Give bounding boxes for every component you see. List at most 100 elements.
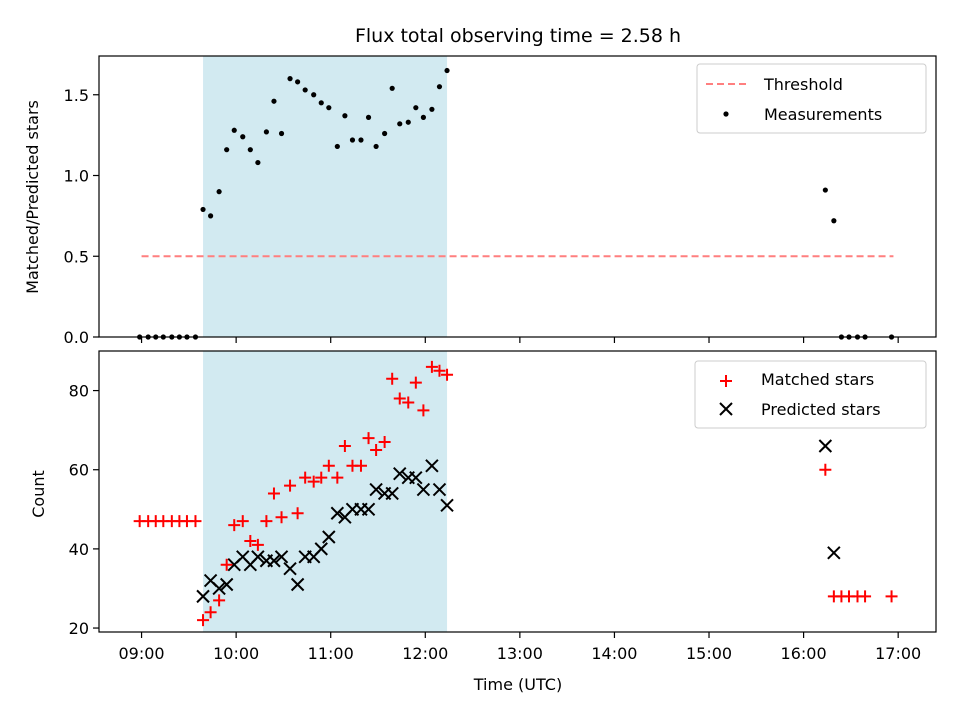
matched-stars-point [378, 436, 391, 449]
matched-stars-point [189, 515, 202, 528]
legend-measurements-marker [723, 111, 729, 117]
measurement-point [295, 79, 301, 85]
measurement-point [231, 127, 237, 133]
legend-threshold-label: Threshold [763, 75, 843, 94]
matched-stars-point [204, 606, 217, 619]
matched-stars-point [299, 471, 312, 484]
counts-y-axis-label: Count [29, 470, 48, 518]
legend-matched-label: Matched stars [761, 370, 874, 389]
predicted-stars-point [369, 482, 383, 497]
x-tick-label: 11:00 [308, 644, 354, 663]
predicted-stars-point [283, 561, 297, 576]
predicted-stars-point [251, 550, 265, 564]
measurement-point [334, 143, 340, 150]
measurement-point [208, 213, 214, 219]
counts-y-tick-label: 20 [69, 619, 89, 638]
matched-stars-point [441, 368, 454, 381]
legend-predicted-marker [719, 402, 733, 416]
ratio-panel: 0.0 0.5 1.0 1.5 Matched/Predicted stars Thr… [23, 55, 937, 347]
matched-stars-point [251, 538, 264, 551]
x-tick-label: 17:00 [875, 644, 921, 663]
measurement-point [255, 159, 261, 166]
measurement-point [358, 137, 364, 143]
predicted-stars-point [290, 577, 305, 592]
ratio-y-tick-label: 0.0 [64, 328, 89, 347]
matched-stars-point [386, 372, 399, 385]
predicted-stars-point [393, 466, 407, 481]
predicted-stars-point [818, 439, 833, 453]
x-tick-label: 12:00 [402, 644, 448, 663]
predicted-stars-point [409, 470, 423, 485]
predicted-stars-point [274, 550, 289, 564]
counts-legend-box [694, 360, 927, 429]
chart-title: Flux total observing time = 2.58 h [355, 25, 681, 47]
predicted-stars-point [212, 581, 226, 596]
ratio-y-tick-label: 1.5 [64, 86, 89, 105]
x-axis-label: Time (UTC) [473, 675, 562, 694]
counts-y-tick-label: 40 [69, 540, 89, 559]
counts-panel-frame [98, 350, 937, 633]
matched-stars-point [284, 479, 297, 492]
measurement-point [271, 98, 277, 104]
measurement-point [831, 218, 837, 224]
x-tick-label: 15:00 [686, 644, 732, 663]
matched-stars-point [275, 511, 288, 524]
measurement-point [389, 85, 395, 91]
predicted-stars-point [432, 482, 447, 497]
legend-predicted-label: Predicted stars [761, 400, 881, 419]
measurement-point [311, 92, 317, 98]
measurement-point [349, 137, 356, 143]
x-tick-label: 10:00 [213, 644, 259, 663]
measurement-point [420, 114, 426, 120]
matched-stars-point [370, 443, 383, 456]
ratio-legend: Threshold Measurements [696, 63, 927, 134]
ratio-observing-window [203, 56, 448, 337]
matched-stars-point [859, 590, 872, 603]
matched-stars-point [885, 590, 898, 603]
matched-stars-point [291, 507, 304, 520]
matched-stars-point [267, 487, 280, 500]
measurement-point [240, 134, 246, 140]
matched-stars-point [197, 614, 210, 627]
predicted-stars-point [425, 459, 439, 473]
counts-panel: 20 40 60 80 09:00 10:00 11:00 12:00 13:00 14:00 15… [29, 350, 937, 663]
counts-legend: Matched stars Predicted stars [694, 360, 927, 429]
measurement-point [382, 130, 388, 137]
measurement-point [405, 119, 411, 125]
predicted-stars-point [385, 486, 399, 501]
counts-y-tick-label: 60 [69, 461, 89, 480]
predicted-stars-point [219, 577, 234, 592]
predicted-stars-point [416, 482, 431, 497]
predicted-stars-point [322, 530, 336, 544]
matched-stars-point [338, 439, 351, 452]
matched-stars-point [244, 534, 257, 547]
measurement-point [365, 114, 372, 120]
x-tick-label: 16:00 [781, 644, 827, 663]
x-tick-label: 13:00 [497, 644, 543, 663]
measurement-point [397, 121, 403, 127]
measurement-point [822, 187, 828, 193]
measurement-point [373, 143, 379, 150]
predicted-stars-point [330, 506, 345, 520]
predicted-stars-point [267, 554, 281, 568]
measurement-point [326, 105, 332, 111]
measurement-point [413, 105, 419, 111]
measurement-point [287, 76, 293, 82]
matched-stars-point [228, 519, 241, 532]
matched-stars-point [331, 471, 344, 484]
matched-stars-point [362, 432, 375, 445]
measurement-point [263, 129, 269, 135]
legend-matched-marker [720, 375, 732, 387]
predicted-stars-point [361, 502, 376, 517]
predicted-stars-point [196, 589, 210, 604]
measurement-point [200, 206, 206, 213]
matched-stars-point [425, 360, 438, 373]
matched-stars-point [433, 364, 446, 377]
matched-stars-point [260, 515, 273, 528]
predicted-stars-point [314, 542, 328, 556]
ratio-y-tick-label: 1.0 [64, 167, 89, 186]
matched-stars-point [307, 475, 320, 488]
matched-stars-point [354, 459, 367, 472]
measurement-point [342, 113, 348, 119]
measurement-point [302, 87, 308, 93]
